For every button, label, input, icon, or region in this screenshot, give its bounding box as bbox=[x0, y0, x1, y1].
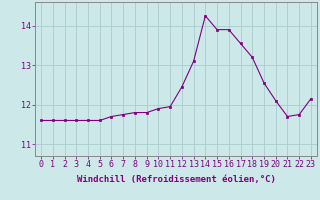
X-axis label: Windchill (Refroidissement éolien,°C): Windchill (Refroidissement éolien,°C) bbox=[76, 175, 276, 184]
